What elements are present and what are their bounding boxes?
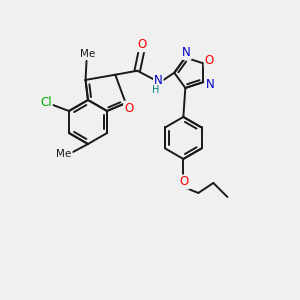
Text: O: O — [205, 54, 214, 67]
Text: N: N — [154, 74, 163, 87]
Text: H: H — [152, 85, 159, 95]
Text: O: O — [138, 38, 147, 51]
Text: Cl: Cl — [40, 97, 52, 110]
Text: N: N — [206, 78, 214, 91]
Text: O: O — [124, 102, 133, 115]
Text: Me: Me — [80, 49, 95, 59]
Text: Me: Me — [56, 149, 72, 159]
Text: O: O — [180, 176, 189, 188]
Text: N: N — [182, 46, 191, 59]
